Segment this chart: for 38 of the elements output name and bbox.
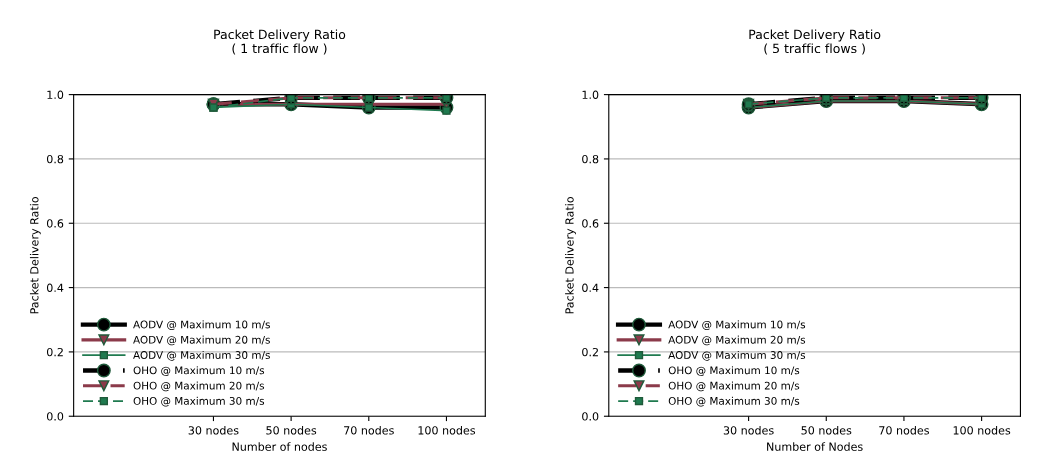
x-tick-label: 70 nodes [879,425,929,435]
legend-label: OHO @ Maximum 10 m/s [133,366,265,376]
y-tick-label: 0.8 [46,154,64,164]
x-tick-label: 30 nodes [723,425,774,435]
x-axis-title: Number of nodes [232,442,327,451]
x-axis-title: Number of Nodes [767,442,863,451]
y-axis-title: Packet Delivery Ratio [29,197,41,314]
legend-label: AODV @ Maximum 30 m/s [133,350,270,361]
legend-label: OHO @ Maximum 20 m/s [133,381,265,392]
chart-title: Packet Delivery Ratio ( 5 traffic flows ) [749,29,881,55]
y-tick-label: 0.8 [582,154,599,164]
y-tick-label: 0.4 [582,283,599,292]
legend-label: OHO @ Maximum 20 m/s [668,381,800,392]
y-axis-title: Packet Delivery Ratio [565,197,576,314]
y-tick-label: 0.6 [46,219,64,228]
y-tick-label: 0.4 [46,283,64,292]
y-tick-label: 0.2 [46,347,63,357]
legend-label: OHO @ Maximum 10 m/s [668,366,800,376]
x-tick-label: 30 nodes [188,425,239,435]
y-tick-label: 0.0 [582,412,599,421]
legend-label: AODV @ Maximum 30 m/s [668,350,806,361]
y-tick-label: 0.0 [46,412,64,421]
y-tick-label: 0.6 [582,219,599,228]
legend-label: AODV @ Maximum 10 m/s [668,320,806,331]
legend-label: AODV @ Maximum 10 m/s [133,320,270,331]
legend-label: AODV @ Maximum 20 m/s [133,335,270,346]
x-tick-label: 100 nodes [953,425,1011,435]
y-tick-label: 0.2 [582,347,598,357]
y-tick-label: 1.0 [582,90,599,99]
legend-label: OHO @ Maximum 30 m/s [133,396,265,407]
x-tick-label: 50 nodes [266,425,317,435]
y-tick-label: 1.0 [47,90,64,99]
x-tick-label: 100 nodes [418,425,476,435]
x-tick-label: 50 nodes [801,425,852,435]
legend-label: AODV @ Maximum 20 m/s [668,335,806,346]
legend-label: OHO @ Maximum 30 m/s [668,396,800,407]
x-tick-label: 70 nodes [344,425,394,435]
chart-title: Packet Delivery Ratio ( 1 traffic flow ) [214,29,346,55]
